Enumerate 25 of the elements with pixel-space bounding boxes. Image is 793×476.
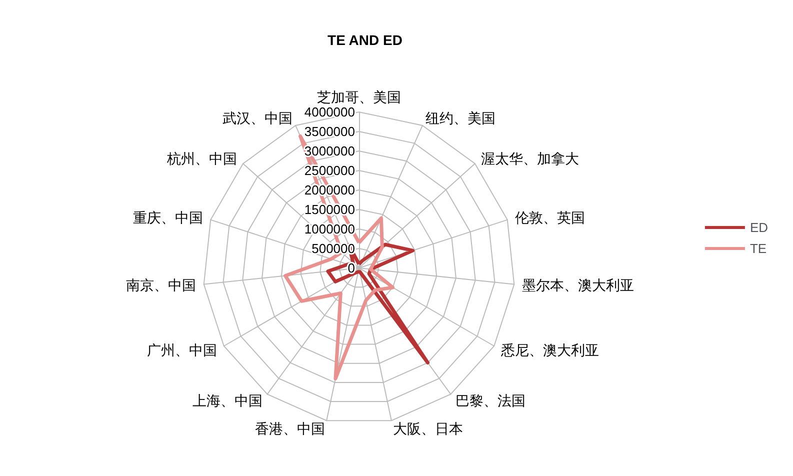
spoke-label: 香港、中国: [254, 420, 325, 436]
chart-title: TE AND ED: [328, 32, 402, 48]
spoke-label: 大阪、日本: [393, 420, 464, 436]
y-tick-label: 3000000: [304, 144, 355, 158]
y-tick-label: 3500000: [304, 124, 355, 139]
spoke-label: 上海、中国: [192, 392, 263, 409]
spoke-label: 渥太华、加拿大: [480, 150, 579, 166]
legend-label: ED: [750, 220, 768, 235]
spoke-label: 悉尼、澳大利亚: [500, 342, 600, 358]
y-tick-label: 1000000: [304, 222, 355, 236]
spoke-label: 纽约、美国: [426, 110, 496, 126]
spoke-label: 武汉、中国: [222, 110, 292, 126]
spoke-label: 墨尔本、澳大利亚: [522, 277, 634, 294]
y-tick-label: 1500000: [304, 202, 355, 217]
y-tick-label: 2000000: [304, 182, 355, 198]
spoke-label: 南京、中国: [126, 277, 196, 294]
spoke-label: 芝加哥、美国: [317, 89, 401, 105]
spoke-label: 巴黎、法国: [455, 392, 526, 409]
spoke-label: 重庆、中国: [133, 209, 204, 226]
y-tick-label: 2500000: [304, 163, 355, 178]
spoke-label: 广州、中国: [146, 342, 217, 358]
legend-label: TE: [750, 241, 767, 256]
y-tick-label: 4000000: [304, 104, 355, 120]
spoke-label: 伦敦、英国: [514, 209, 585, 226]
spoke-label: 杭州、中国: [166, 150, 238, 166]
